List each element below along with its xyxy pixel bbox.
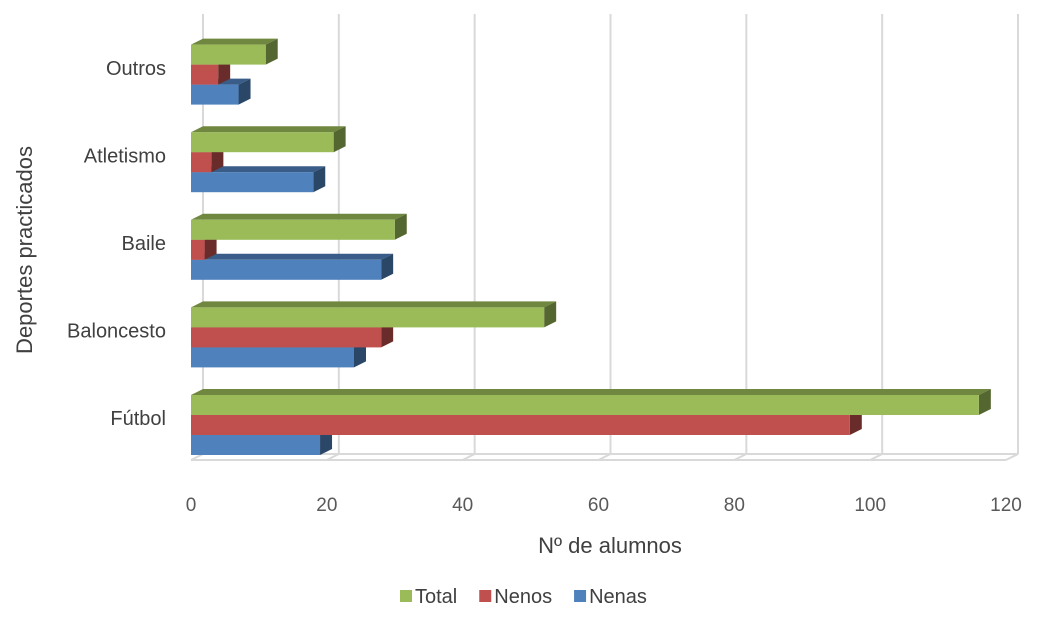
bar-front-face xyxy=(191,435,321,455)
bar-end-face xyxy=(354,341,366,368)
bar-front-face xyxy=(191,152,212,173)
bar-front-face xyxy=(191,395,979,415)
bar-end-face xyxy=(381,253,394,280)
x-axis-title: Nº de alumnos xyxy=(538,533,682,558)
bar-end-face xyxy=(849,409,862,435)
category-label: Outros xyxy=(106,58,166,80)
legend-swatch xyxy=(400,590,412,602)
legend-label: Nenas xyxy=(589,586,647,608)
bar-front-face xyxy=(191,172,314,193)
bar-end-face xyxy=(381,321,394,348)
x-tick-label: 40 xyxy=(452,495,473,516)
bar-front-face xyxy=(191,64,219,85)
bar-top-face xyxy=(191,253,394,260)
x-tick-label: 120 xyxy=(990,495,1022,516)
bar-front-face xyxy=(191,44,266,65)
bar-end-face xyxy=(204,233,217,260)
bar-total-4 xyxy=(191,38,278,65)
legend-swatch xyxy=(479,590,492,602)
bar-end-face xyxy=(211,146,224,173)
bar-nenas-2 xyxy=(191,253,394,280)
bar-top-face xyxy=(191,389,991,395)
x-tick-label: 0 xyxy=(186,495,197,516)
bar-front-face xyxy=(191,84,239,105)
bar-front-face xyxy=(191,259,382,280)
category-label: Baloncesto xyxy=(67,321,166,343)
x-tick-labels: 0 20 40 60 80 100 120 xyxy=(186,495,1022,516)
x-tick-label: 20 xyxy=(316,495,337,516)
category-label: Baile xyxy=(122,233,166,255)
legend-swatch xyxy=(574,590,587,602)
bar-front-face xyxy=(191,132,334,153)
legend: Total Nenos Nenas xyxy=(400,586,647,608)
bar-front-face xyxy=(191,307,545,328)
y-axis-title: Deportes practicados xyxy=(12,146,37,354)
bar-front-face xyxy=(191,219,395,240)
category-label: Atletismo xyxy=(84,145,166,167)
x-tick-label: 80 xyxy=(724,495,745,516)
bar-total-1 xyxy=(191,301,557,328)
gridlines xyxy=(202,14,1019,454)
bar-end-face xyxy=(313,166,326,193)
bar-top-face xyxy=(191,166,326,173)
bar-end-face xyxy=(544,301,557,328)
bar-front-face xyxy=(191,347,354,368)
x-tick-label: 60 xyxy=(588,495,609,516)
bar-end-face xyxy=(978,389,991,415)
category-label: Fútbol xyxy=(110,408,166,430)
bar-total-0 xyxy=(191,389,991,415)
bar-top-face xyxy=(191,301,557,308)
legend-item-nenos: Nenos xyxy=(479,586,552,608)
bar-total-2 xyxy=(191,213,407,240)
legend-item-nenas: Nenas xyxy=(574,586,647,608)
bar-top-face xyxy=(191,213,407,220)
bar-nenas-3 xyxy=(191,166,326,193)
category-labels: Fútbol Baloncesto Baile Atletismo Outros xyxy=(67,58,166,430)
bar-end-face xyxy=(265,38,278,65)
bar-front-face xyxy=(191,327,382,348)
bar-end-face xyxy=(218,58,231,85)
legend-label: Nenos xyxy=(494,586,552,608)
bar-front-face xyxy=(191,239,205,260)
bar-top-face xyxy=(191,38,278,45)
bar-end-face xyxy=(394,213,407,240)
x-tick-label: 100 xyxy=(854,495,886,516)
bars xyxy=(191,38,991,455)
bar-end-face xyxy=(238,78,251,105)
bar-end-face xyxy=(333,126,346,153)
legend-label: Total xyxy=(415,586,457,608)
chart-floor xyxy=(190,453,1019,461)
bar-end-face xyxy=(320,429,333,455)
bar-top-face xyxy=(191,126,346,133)
bar-total-3 xyxy=(191,126,346,153)
bar-front-face xyxy=(191,415,850,435)
legend-item-total: Total xyxy=(400,586,457,608)
